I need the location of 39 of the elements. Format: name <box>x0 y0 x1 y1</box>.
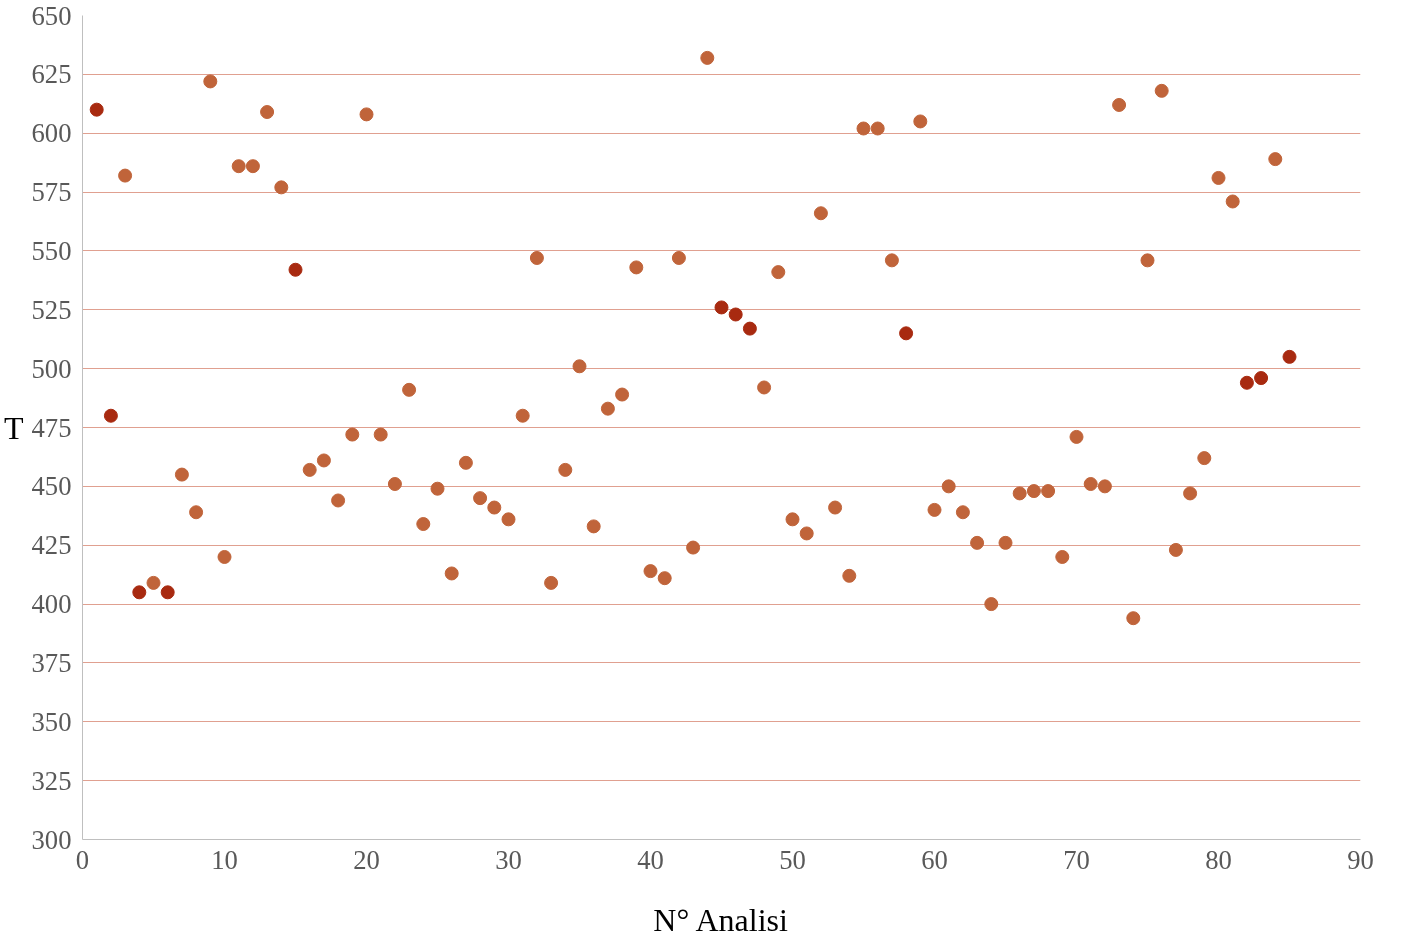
y-tick-label: 350 <box>31 706 72 737</box>
y-tick-label: 300 <box>31 824 72 855</box>
point <box>160 585 175 600</box>
x-tick-label: 90 <box>1347 844 1374 875</box>
y-tick-label: 375 <box>31 647 72 678</box>
y-tick-label: 425 <box>31 530 72 561</box>
x-tick-label: 80 <box>1205 844 1232 875</box>
point <box>714 300 729 315</box>
y-tick-label: 400 <box>31 589 72 620</box>
point <box>1282 349 1297 364</box>
y-tick-label: 325 <box>31 765 72 796</box>
y-tick-label: 575 <box>31 177 72 208</box>
y-tick-label: 500 <box>31 353 72 384</box>
y-tick-label: 600 <box>31 118 72 149</box>
x-tick-label: 0 <box>75 844 90 875</box>
y-tick-label: 475 <box>31 412 72 443</box>
point <box>103 408 118 423</box>
y-tick-label: 525 <box>31 294 72 325</box>
x-tick-label: 20 <box>353 844 380 875</box>
x-tick-label: 70 <box>1063 844 1090 875</box>
y-tick-label: 650 <box>31 0 72 31</box>
x-tick-label: 40 <box>637 844 664 875</box>
x-tick-label: 50 <box>779 844 806 875</box>
point <box>728 307 743 322</box>
point <box>899 326 914 341</box>
y-tick-label: 625 <box>31 59 72 90</box>
point <box>132 585 147 600</box>
x-tick-label: 60 <box>921 844 948 875</box>
x-tick-label: 10 <box>211 844 238 875</box>
y-tick-label: 450 <box>31 471 72 502</box>
y-tick-label: 550 <box>31 235 72 266</box>
point <box>288 262 303 277</box>
x-axis-title: N° Analisi <box>653 901 789 938</box>
x-tick-label: 30 <box>495 844 522 875</box>
y-axis-title: T <box>3 409 24 446</box>
point <box>1239 375 1254 390</box>
point <box>1254 371 1269 386</box>
point <box>89 102 104 117</box>
point <box>742 321 757 336</box>
